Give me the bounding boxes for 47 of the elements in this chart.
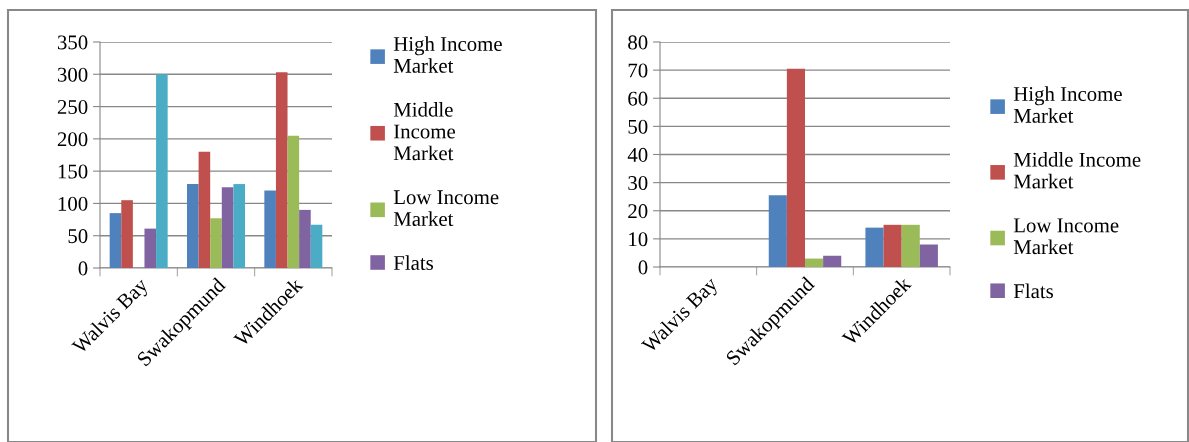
y-tick-label: 150 [58, 164, 88, 179]
bar [233, 184, 245, 268]
bar [310, 224, 323, 268]
y-tick-label: 80 [628, 35, 648, 50]
bar [768, 195, 787, 267]
legend-label: Middle Income Market [393, 102, 455, 161]
bar [109, 213, 122, 268]
bar [865, 227, 884, 267]
legend-label: Low Income Market [1013, 218, 1119, 255]
bar [883, 224, 902, 267]
legend-label: High Income Market [1013, 86, 1122, 123]
bar [198, 151, 211, 268]
y-tick-label: 350 [57, 35, 88, 50]
y-tick-label: 60 [628, 91, 648, 106]
bar [187, 184, 199, 268]
bar [919, 244, 938, 267]
bar [805, 258, 824, 267]
bar [823, 255, 842, 267]
y-tick-label: 0 [78, 261, 88, 276]
bar [221, 187, 234, 268]
y-tick-label: 200 [57, 132, 88, 147]
y-tick-label: 30 [628, 176, 648, 191]
y-tick-label: 0 [638, 260, 648, 275]
bar [121, 200, 133, 268]
bar [210, 218, 222, 268]
y-tick-label: 300 [57, 67, 88, 82]
y-tick-label: 70 [628, 63, 648, 78]
y-tick-label: 50 [628, 119, 648, 134]
bar [786, 68, 805, 267]
bar [275, 72, 288, 268]
bar [156, 74, 168, 268]
y-tick-label: 20 [628, 204, 648, 219]
y-tick-label: 40 [627, 147, 648, 162]
legend-label: Flats [393, 255, 434, 270]
bar [264, 190, 276, 268]
bar [901, 224, 920, 267]
bar [144, 228, 157, 268]
y-tick-label: 10 [629, 232, 648, 247]
bar [287, 135, 300, 268]
legend-label: Middle Income Market [1013, 152, 1141, 189]
y-tick-label: 50 [68, 229, 88, 244]
legend-label: Low Income Market [393, 190, 499, 226]
legend-label: High Income Market [393, 36, 502, 73]
y-tick-label: 250 [57, 99, 88, 114]
bar [299, 209, 311, 268]
legend-label: Flats [1013, 283, 1054, 299]
y-tick-label: 100 [58, 196, 88, 211]
